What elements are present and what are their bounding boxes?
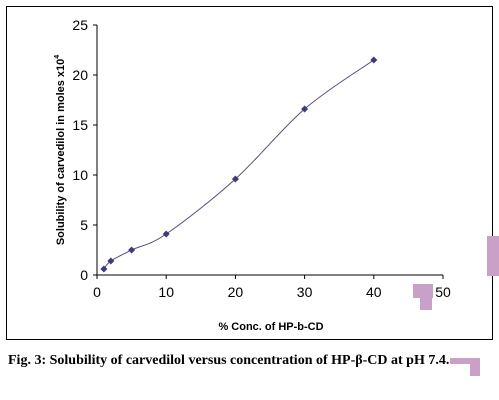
y-axis-title: Solubility of carvedilol in moles x104 <box>54 55 67 245</box>
chart-axes <box>96 25 443 276</box>
scan-mark-mid-2 <box>420 296 432 310</box>
scan-mark-bottom-2 <box>470 362 480 376</box>
y-axis-title-text: Solubility of carvedilol in moles x10 <box>55 59 67 245</box>
chart-ticks: 0 5 10 15 20 25 0 10 20 30 40 50 <box>72 17 451 300</box>
solubility-chart: 0 5 10 15 20 25 0 10 20 30 40 50 % Conc. of HP-b-CD… <box>54 17 451 333</box>
scan-mark-right <box>487 236 499 276</box>
figure-frame <box>6 6 493 340</box>
data-point-marker <box>231 175 239 183</box>
scan-mark-mid <box>413 284 433 298</box>
figure-caption: Fig. 3: Solubility of carvedilol versus … <box>8 353 450 368</box>
x-tick-label: 40 <box>366 284 382 300</box>
x-tick-label: 50 <box>435 284 451 300</box>
data-point-marker <box>301 105 309 113</box>
data-point-marker <box>107 257 115 265</box>
series-line <box>103 59 375 270</box>
y-tick-label: 0 <box>80 267 88 283</box>
y-tick-label: 20 <box>72 67 88 83</box>
y-tick-label: 10 <box>72 167 88 183</box>
y-tick-label: 15 <box>72 117 88 133</box>
x-tick-label: 20 <box>228 284 244 300</box>
data-point-marker <box>370 56 378 64</box>
x-tick-label: 30 <box>297 284 313 300</box>
series-markers <box>100 56 378 273</box>
y-tick-label: 5 <box>80 217 88 233</box>
x-axis-title: % Conc. of HP-b-CD <box>218 321 323 333</box>
data-point-marker <box>162 230 170 238</box>
y-axis-title-exponent: 4 <box>54 55 61 59</box>
x-tick-label: 10 <box>158 284 174 300</box>
y-tick-label: 25 <box>72 17 88 33</box>
data-point-marker <box>100 265 108 273</box>
scan-mark-bottom <box>450 358 480 364</box>
data-point-marker <box>128 246 136 254</box>
x-tick-label: 0 <box>93 284 101 300</box>
